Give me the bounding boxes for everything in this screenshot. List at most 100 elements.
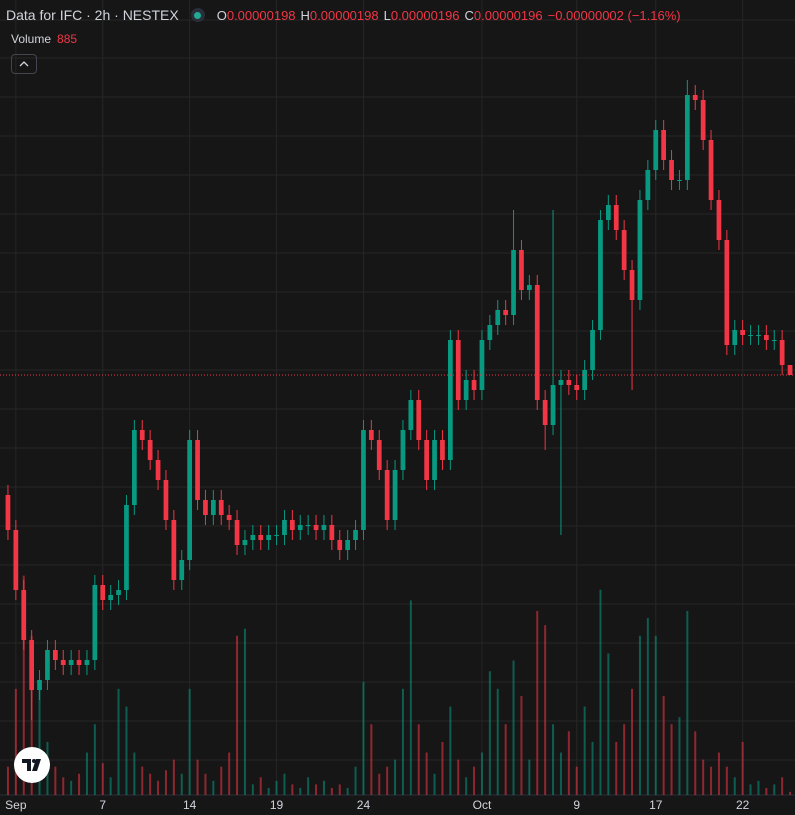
candle-body (392, 470, 398, 520)
volume-bar (370, 724, 373, 795)
volume-bar (741, 741, 744, 795)
candle-body (519, 250, 524, 290)
logo-dot (32, 759, 36, 763)
candle-body (447, 340, 453, 460)
candle-body (376, 440, 382, 470)
volume-bar (330, 787, 333, 795)
candle-body (542, 400, 548, 425)
candle-body (692, 95, 698, 100)
volume-bar (733, 777, 736, 795)
candle-body (511, 250, 516, 315)
volume-bar (149, 773, 152, 795)
volume-bar (259, 777, 262, 795)
volume-title: Volume (11, 32, 52, 46)
candle-body (29, 640, 35, 690)
close-label: C (464, 7, 474, 23)
candle-body (550, 385, 556, 425)
collapse-button[interactable] (11, 54, 37, 74)
candle-body (598, 220, 603, 330)
candle-body (574, 385, 580, 390)
volume-bar (496, 688, 499, 795)
candle-body (345, 540, 351, 550)
open-value: 0.00000198 (226, 7, 296, 23)
volume-bar (607, 653, 610, 795)
volume-bar (559, 752, 562, 795)
candle-body (724, 240, 730, 345)
volume-bar (22, 575, 25, 795)
candle-body (258, 535, 264, 540)
volume-bar (299, 787, 302, 795)
candle-body (432, 440, 437, 480)
candle-body (289, 520, 295, 530)
open-label: O (216, 7, 227, 23)
logo[interactable] (14, 747, 50, 783)
candle-body (756, 335, 761, 336)
volume-bar (433, 773, 436, 795)
candle-body (661, 130, 667, 160)
chart-title: Data for IFC · 2h · NESTEX (6, 7, 179, 23)
volume-bar (702, 759, 705, 795)
volume-bar (70, 780, 73, 795)
candle-body (408, 400, 414, 430)
volume-bar (488, 671, 491, 795)
volume-bar (654, 635, 657, 795)
candle-body (740, 330, 746, 335)
candle-body (163, 480, 169, 520)
candle-body (76, 660, 82, 665)
candle-body (708, 140, 714, 200)
logo-mark (22, 759, 41, 771)
candle-body (282, 520, 287, 535)
candle-body (732, 330, 738, 345)
candle-body (558, 380, 564, 385)
volume-bar (14, 688, 17, 795)
volume-value: 885 (57, 32, 78, 46)
volume-bar (188, 688, 191, 795)
volume-bar (172, 759, 175, 795)
volume-bar (567, 731, 570, 795)
candle-body (361, 430, 366, 530)
volume-bar (251, 784, 254, 795)
volume-bar (773, 784, 776, 795)
volume-bar (694, 731, 697, 795)
volume-bar (378, 773, 381, 795)
volume-bar (291, 784, 294, 795)
candle-body (108, 595, 114, 600)
volume-bar (781, 777, 784, 795)
candle-body (329, 525, 335, 540)
candle-body (13, 530, 19, 590)
candle-body (424, 440, 430, 480)
volume-bar (417, 724, 420, 795)
candle-body (218, 500, 224, 515)
x-tick-label: 9 (573, 798, 580, 812)
volume-legend: Volume 885 (11, 32, 77, 46)
volume-bar (101, 763, 104, 795)
candle-body (5, 495, 11, 530)
status-dot[interactable] (190, 8, 205, 22)
volume-bar (520, 695, 523, 795)
candle-body (503, 310, 509, 315)
change-value: −0.00000002 (−1.16%) (547, 7, 681, 23)
candle-body (669, 160, 674, 180)
volume-bar (465, 777, 468, 795)
volume-bar (749, 784, 752, 795)
volume-bar (243, 628, 246, 795)
volume-bar (765, 787, 768, 795)
candle-body (534, 285, 540, 400)
low-value: 0.00000196 (390, 7, 460, 23)
grid (0, 19, 795, 761)
candle-body (716, 200, 722, 240)
candle-body (653, 130, 659, 170)
x-tick-label: 7 (99, 798, 106, 812)
volume-bar (157, 780, 160, 795)
volume-bar (275, 780, 278, 795)
chevron (19, 61, 29, 67)
candle-body (416, 400, 422, 440)
volume-bar (646, 618, 649, 795)
candle-body (195, 440, 200, 500)
volume-bar (512, 660, 515, 795)
volume-bar (441, 741, 444, 795)
volume-bar (449, 706, 452, 795)
candle-body (787, 365, 793, 375)
candle-body (60, 660, 66, 665)
